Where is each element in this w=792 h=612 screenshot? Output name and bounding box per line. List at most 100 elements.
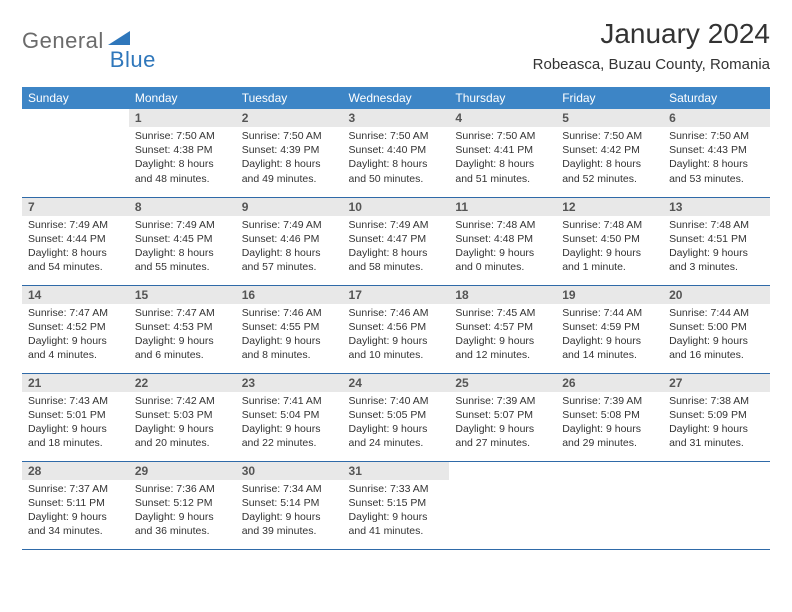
sunrise-line: Sunrise: 7:44 AM [562,306,657,320]
sunset-line: Sunset: 4:48 PM [455,232,550,246]
daylight-line: Daylight: 8 hours and 50 minutes. [349,157,444,185]
daylight-line: Daylight: 9 hours and 27 minutes. [455,422,550,450]
weekday-header: Saturday [663,87,770,109]
logo-text-blue: Blue [110,47,156,73]
sunset-line: Sunset: 4:38 PM [135,143,230,157]
day-number: 3 [343,109,450,127]
sunrise-line: Sunrise: 7:39 AM [562,394,657,408]
calendar-cell: 10Sunrise: 7:49 AMSunset: 4:47 PMDayligh… [343,197,450,285]
sunset-line: Sunset: 4:41 PM [455,143,550,157]
day-details: Sunrise: 7:49 AMSunset: 4:45 PMDaylight:… [129,216,236,279]
daylight-line: Daylight: 9 hours and 29 minutes. [562,422,657,450]
day-number: 20 [663,286,770,304]
sunrise-line: Sunrise: 7:48 AM [562,218,657,232]
day-number: 15 [129,286,236,304]
sunrise-line: Sunrise: 7:48 AM [455,218,550,232]
weekday-header: Monday [129,87,236,109]
daylight-line: Daylight: 9 hours and 0 minutes. [455,246,550,274]
day-details: Sunrise: 7:48 AMSunset: 4:48 PMDaylight:… [449,216,556,279]
daylight-line: Daylight: 8 hours and 52 minutes. [562,157,657,185]
day-details: Sunrise: 7:50 AMSunset: 4:38 PMDaylight:… [129,127,236,190]
sunrise-line: Sunrise: 7:50 AM [669,129,764,143]
calendar-cell: 2Sunrise: 7:50 AMSunset: 4:39 PMDaylight… [236,109,343,197]
calendar-cell: 1Sunrise: 7:50 AMSunset: 4:38 PMDaylight… [129,109,236,197]
sunrise-line: Sunrise: 7:46 AM [242,306,337,320]
sunset-line: Sunset: 4:50 PM [562,232,657,246]
sunrise-line: Sunrise: 7:42 AM [135,394,230,408]
sunset-line: Sunset: 4:52 PM [28,320,123,334]
day-number: 19 [556,286,663,304]
daylight-line: Daylight: 9 hours and 18 minutes. [28,422,123,450]
sunrise-line: Sunrise: 7:38 AM [669,394,764,408]
sunset-line: Sunset: 4:40 PM [349,143,444,157]
day-number: 6 [663,109,770,127]
day-details: Sunrise: 7:43 AMSunset: 5:01 PMDaylight:… [22,392,129,455]
sunset-line: Sunset: 5:15 PM [349,496,444,510]
day-details: Sunrise: 7:46 AMSunset: 4:55 PMDaylight:… [236,304,343,367]
sunset-line: Sunset: 5:08 PM [562,408,657,422]
month-title: January 2024 [533,18,770,50]
day-details: Sunrise: 7:50 AMSunset: 4:42 PMDaylight:… [556,127,663,190]
daylight-line: Daylight: 9 hours and 16 minutes. [669,334,764,362]
sunrise-line: Sunrise: 7:50 AM [135,129,230,143]
day-details: Sunrise: 7:49 AMSunset: 4:47 PMDaylight:… [343,216,450,279]
sunrise-line: Sunrise: 7:49 AM [349,218,444,232]
daylight-line: Daylight: 9 hours and 14 minutes. [562,334,657,362]
logo-text-general: General [22,28,104,54]
calendar-header-row: SundayMondayTuesdayWednesdayThursdayFrid… [22,87,770,109]
sunset-line: Sunset: 4:55 PM [242,320,337,334]
calendar-cell: 28Sunrise: 7:37 AMSunset: 5:11 PMDayligh… [22,461,129,549]
calendar-cell: 3Sunrise: 7:50 AMSunset: 4:40 PMDaylight… [343,109,450,197]
day-details: Sunrise: 7:50 AMSunset: 4:41 PMDaylight:… [449,127,556,190]
sunset-line: Sunset: 4:43 PM [669,143,764,157]
day-number: 17 [343,286,450,304]
calendar-cell: 19Sunrise: 7:44 AMSunset: 4:59 PMDayligh… [556,285,663,373]
day-number: 9 [236,198,343,216]
calendar-cell: 12Sunrise: 7:48 AMSunset: 4:50 PMDayligh… [556,197,663,285]
calendar-cell: 4Sunrise: 7:50 AMSunset: 4:41 PMDaylight… [449,109,556,197]
sunset-line: Sunset: 4:45 PM [135,232,230,246]
sunrise-line: Sunrise: 7:50 AM [242,129,337,143]
sunset-line: Sunset: 5:03 PM [135,408,230,422]
sunrise-line: Sunrise: 7:50 AM [562,129,657,143]
sunset-line: Sunset: 4:46 PM [242,232,337,246]
calendar-cell: 18Sunrise: 7:45 AMSunset: 4:57 PMDayligh… [449,285,556,373]
daylight-line: Daylight: 9 hours and 41 minutes. [349,510,444,538]
calendar-cell [663,461,770,549]
calendar-cell: 11Sunrise: 7:48 AMSunset: 4:48 PMDayligh… [449,197,556,285]
sunset-line: Sunset: 5:04 PM [242,408,337,422]
day-number: 8 [129,198,236,216]
sunset-line: Sunset: 5:00 PM [669,320,764,334]
day-number: 5 [556,109,663,127]
day-number: 30 [236,462,343,480]
daylight-line: Daylight: 8 hours and 54 minutes. [28,246,123,274]
calendar-cell: 27Sunrise: 7:38 AMSunset: 5:09 PMDayligh… [663,373,770,461]
day-details: Sunrise: 7:39 AMSunset: 5:07 PMDaylight:… [449,392,556,455]
day-details: Sunrise: 7:45 AMSunset: 4:57 PMDaylight:… [449,304,556,367]
sunset-line: Sunset: 4:47 PM [349,232,444,246]
day-number: 24 [343,374,450,392]
calendar-cell: 8Sunrise: 7:49 AMSunset: 4:45 PMDaylight… [129,197,236,285]
sunrise-line: Sunrise: 7:44 AM [669,306,764,320]
day-details: Sunrise: 7:48 AMSunset: 4:50 PMDaylight:… [556,216,663,279]
day-number: 16 [236,286,343,304]
calendar-body: 1Sunrise: 7:50 AMSunset: 4:38 PMDaylight… [22,109,770,549]
day-details: Sunrise: 7:37 AMSunset: 5:11 PMDaylight:… [22,480,129,543]
day-number: 31 [343,462,450,480]
sunrise-line: Sunrise: 7:47 AM [135,306,230,320]
weekday-header: Friday [556,87,663,109]
daylight-line: Daylight: 9 hours and 34 minutes. [28,510,123,538]
sunrise-line: Sunrise: 7:46 AM [349,306,444,320]
sunrise-line: Sunrise: 7:49 AM [135,218,230,232]
sunrise-line: Sunrise: 7:43 AM [28,394,123,408]
calendar-cell [449,461,556,549]
logo: General Blue [22,18,156,64]
day-details: Sunrise: 7:50 AMSunset: 4:39 PMDaylight:… [236,127,343,190]
sunset-line: Sunset: 5:12 PM [135,496,230,510]
sunrise-line: Sunrise: 7:34 AM [242,482,337,496]
daylight-line: Daylight: 9 hours and 8 minutes. [242,334,337,362]
sunset-line: Sunset: 4:44 PM [28,232,123,246]
calendar-cell: 25Sunrise: 7:39 AMSunset: 5:07 PMDayligh… [449,373,556,461]
day-number: 14 [22,286,129,304]
sunset-line: Sunset: 5:01 PM [28,408,123,422]
